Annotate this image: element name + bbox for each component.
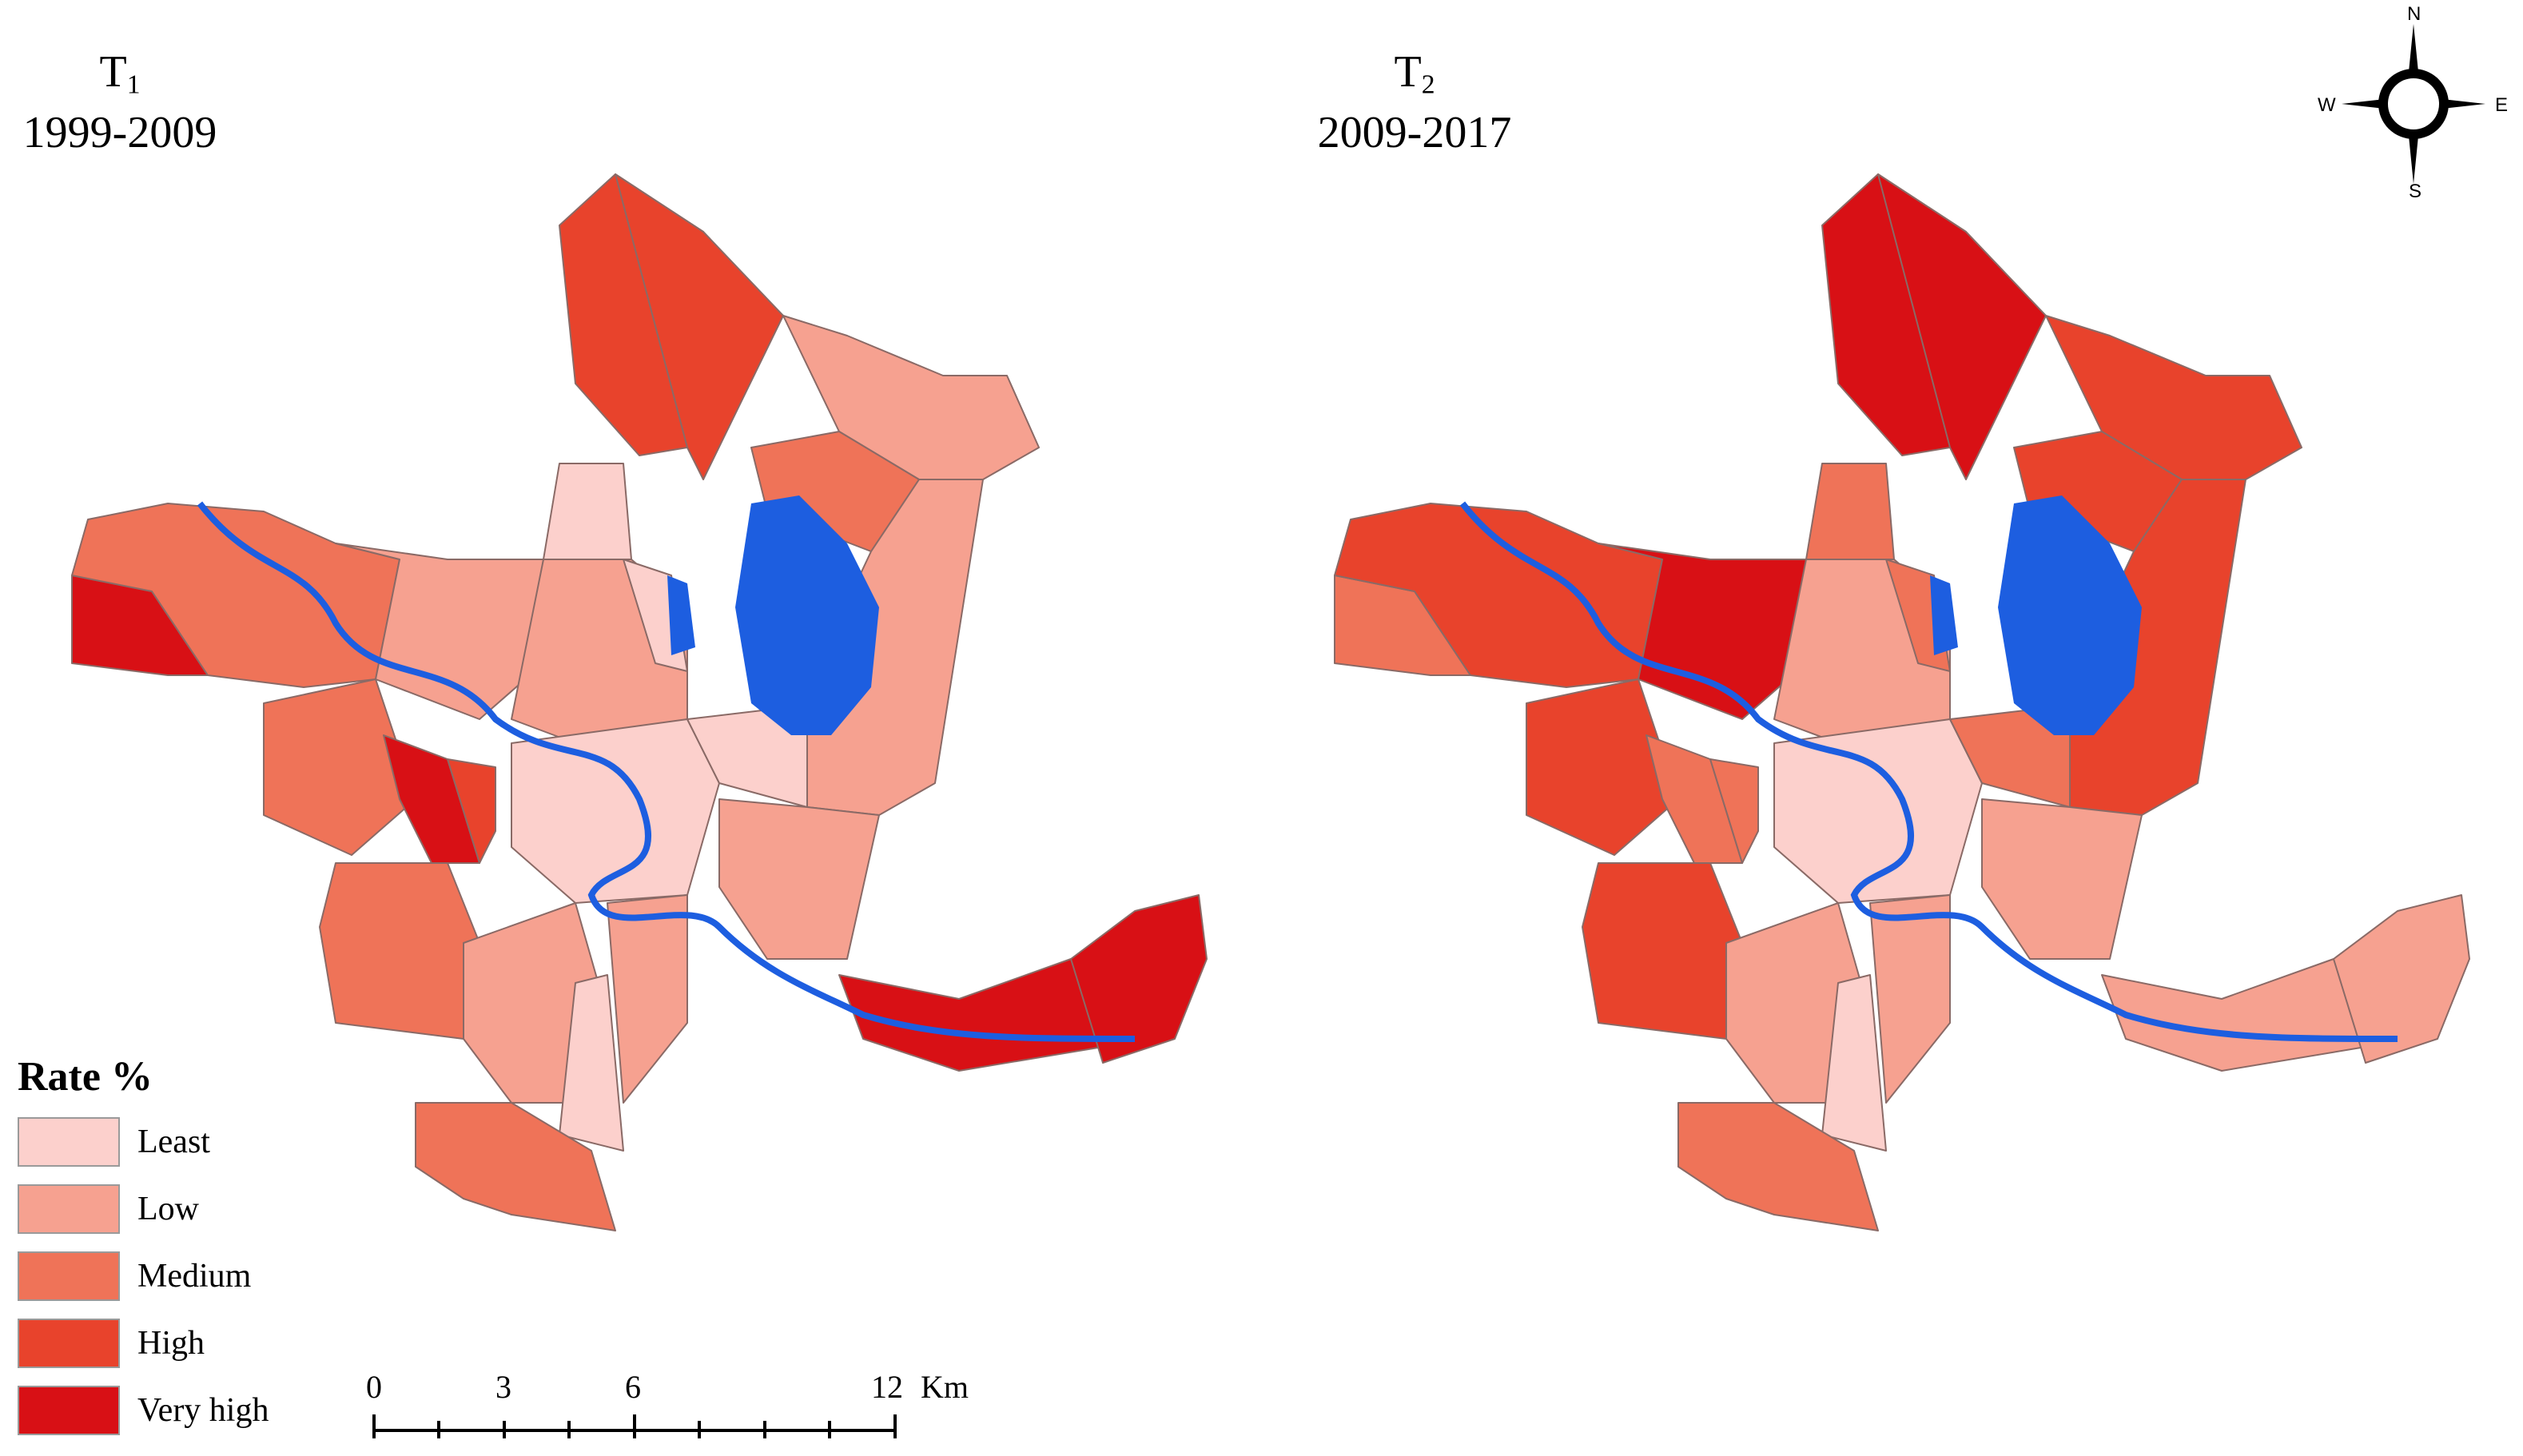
lake-t1 — [735, 495, 879, 735]
compass-e: E — [2495, 94, 2509, 116]
map-t2 — [1334, 173, 2470, 1231]
legend-label-very-high: Very high — [137, 1392, 269, 1429]
compass-w: W — [2318, 94, 2336, 116]
scale-label-3: 3 — [495, 1369, 511, 1405]
district-west-south — [1526, 678, 1679, 856]
district-east-south — [718, 798, 880, 960]
compass-s: S — [2409, 181, 2422, 202]
legend-swatch-least — [18, 1117, 120, 1167]
district-se-end — [1070, 894, 1208, 1064]
legend-swatch-medium — [18, 1251, 120, 1301]
district-west-vh — [1646, 734, 1743, 864]
map-title-t1: T1 1999-2009 — [22, 47, 217, 158]
district-south-east — [607, 894, 688, 1104]
district-east-south — [1981, 798, 2143, 960]
legend-swatch-high — [18, 1319, 120, 1368]
district-south-tip — [1677, 1102, 1879, 1231]
district-se-arm — [838, 958, 1104, 1072]
district-south-west — [319, 862, 480, 1040]
district-north-center — [615, 173, 784, 480]
compass-rose-icon — [2342, 24, 2485, 184]
legend-label-least: Least — [137, 1124, 210, 1160]
district-south-least — [559, 974, 624, 1152]
compass-n: N — [2407, 3, 2422, 25]
north-arrow: N S W E — [2318, 3, 2509, 202]
district-west-south — [263, 678, 416, 856]
legend-title: Rate % — [18, 1054, 153, 1100]
legend-label-low: Low — [137, 1191, 199, 1227]
map-t1 — [71, 173, 1208, 1231]
district-north-center — [1877, 173, 2047, 480]
scale-label-12: 12 — [871, 1369, 903, 1405]
pond-t2 — [1930, 575, 1958, 655]
district-south-least — [1821, 974, 1887, 1152]
scale-bar-line — [372, 1414, 897, 1438]
district-west-high — [1709, 758, 1759, 864]
lake-t2 — [1998, 495, 2142, 735]
scale-unit: Km — [921, 1369, 969, 1405]
legend-label-medium: Medium — [137, 1258, 252, 1295]
district-west-mid — [1598, 543, 1823, 720]
river-t1 — [197, 501, 1136, 1042]
district-west-vh — [383, 734, 480, 864]
scale-label-6: 6 — [625, 1369, 641, 1405]
legend-label-high: High — [137, 1325, 205, 1362]
district-south-tip — [415, 1102, 616, 1231]
district-south-east — [1869, 894, 1951, 1104]
district-west-high — [447, 758, 496, 864]
district-se-arm — [2101, 958, 2366, 1072]
river-t2 — [1459, 501, 2398, 1042]
pond-t1 — [667, 575, 695, 655]
legend-swatch-low — [18, 1184, 120, 1234]
scale-label-0: 0 — [366, 1369, 382, 1405]
district-south-west — [1582, 862, 1743, 1040]
legend-swatch-very-high — [18, 1386, 120, 1435]
district-se-end — [2333, 894, 2470, 1064]
district-west-mid — [335, 543, 560, 720]
map-title-t2: T2 2009-2017 — [1317, 47, 1512, 158]
